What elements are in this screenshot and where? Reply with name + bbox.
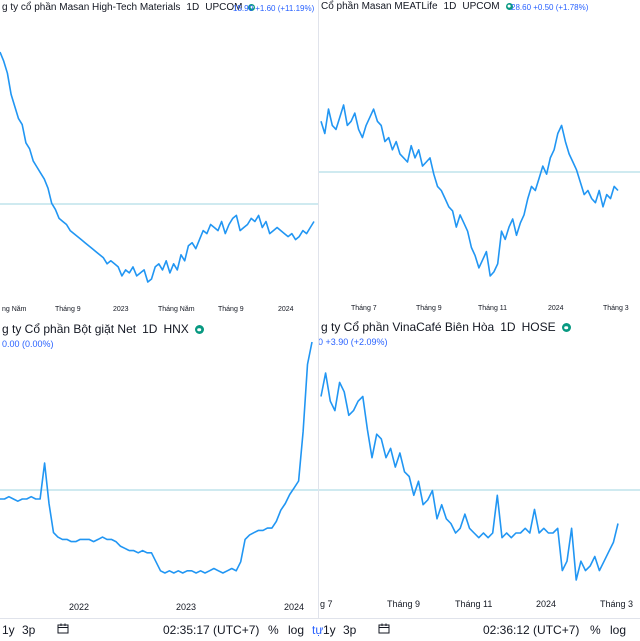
- chart-area[interactable]: [0, 0, 318, 318]
- exchange-label: HOSE: [521, 320, 556, 334]
- log-scale-button[interactable]: log: [288, 623, 305, 637]
- symbol-title: g ty cổ phần Masan High-Tech Materials 1D…: [2, 2, 261, 13]
- x-tick-label: 2024: [284, 602, 305, 612]
- market-status-icon: [505, 2, 513, 10]
- market-status-icon: [194, 325, 204, 335]
- log-scale-button[interactable]: log: [610, 623, 627, 637]
- chart-area[interactable]: [319, 0, 640, 318]
- chart-panel-bot-giat-net[interactable]: g ty Cổ phần Bột giặt Net 1D HNX 0.00 (0.0…: [0, 318, 318, 618]
- range-1y-button[interactable]: 1y: [323, 623, 336, 637]
- price-quote: 0.00 (0.00%): [2, 339, 54, 349]
- symbol-title: g ty Cổ phần VinaCafé Biên Hòa 1D HOSE: [321, 320, 577, 334]
- market-status-icon: [248, 3, 256, 11]
- interval-label: 1D: [443, 1, 457, 12]
- price-quote: 15.90 +1.60 (+11.19%): [233, 4, 315, 13]
- price-line: [0, 51, 315, 283]
- interval-label: 1D: [186, 2, 200, 13]
- price-quote: 28.60 +0.50 (+1.78%): [511, 3, 589, 12]
- symbol-name: g ty Cổ phần VinaCafé Biên Hòa: [321, 320, 495, 334]
- bottom-toolbar: 1y 3p 02:35:17 (UTC+7) % log tự 1y 3p 02…: [0, 618, 640, 641]
- exchange-label: UPCOM: [462, 1, 500, 12]
- exchange-label: UPCOM: [205, 2, 243, 13]
- symbol-title: Cổ phần Masan MEATLife 1D UPCOM: [321, 1, 519, 12]
- interval-label: 1D: [500, 320, 516, 334]
- x-tick-label: Tháng Năm: [158, 306, 195, 313]
- symbol-name: g ty Cổ phần Bột giặt Net: [2, 322, 137, 336]
- x-tick-label: 2024: [536, 599, 557, 609]
- chart-area[interactable]: [0, 318, 318, 618]
- range-3p-button[interactable]: 3p: [343, 623, 357, 637]
- x-tick-label: Tháng 3: [603, 305, 629, 312]
- market-status-icon: [561, 323, 571, 333]
- chart-area[interactable]: [319, 318, 640, 618]
- symbol-title: g ty Cổ phần Bột giặt Net 1D HNX: [2, 322, 210, 336]
- clock-readout[interactable]: 02:36:12 (UTC+7): [483, 623, 580, 637]
- auto-scale-button[interactable]: tự: [312, 623, 324, 637]
- x-tick-label: Tháng 9: [218, 306, 244, 313]
- x-tick-label: 2024: [548, 305, 564, 312]
- price-line: [0, 341, 313, 574]
- percent-scale-button[interactable]: %: [590, 623, 601, 637]
- x-tick-label: Tháng 9: [416, 305, 442, 312]
- x-tick-label: ng Năm: [2, 306, 27, 313]
- x-tick-label: 2023: [113, 306, 129, 313]
- panel-divider[interactable]: [318, 0, 319, 618]
- x-tick-label: 2022: [69, 602, 90, 612]
- price-line: [320, 104, 619, 277]
- chart-panel-vinacafe-bien-hoa[interactable]: g ty Cổ phần VinaCafé Biên Hòa 1D HOSE 0 +…: [319, 318, 640, 618]
- clock-readout[interactable]: 02:35:17 (UTC+7): [163, 623, 260, 637]
- x-tick-label: Tháng 9: [387, 599, 421, 609]
- x-tick-label: Tháng 3: [600, 599, 634, 609]
- range-3p-button[interactable]: 3p: [22, 623, 36, 637]
- x-tick-label: Tháng 11: [455, 599, 493, 609]
- chart-panel-masan-meatlife[interactable]: Cổ phần Masan MEATLife 1D UPCOM 28.60 +0.5…: [319, 0, 640, 318]
- calendar-icon[interactable]: [57, 623, 69, 634]
- symbol-name: g ty cổ phần Masan High-Tech Materials: [2, 2, 181, 13]
- x-tick-label: g 7: [320, 599, 333, 609]
- price-line: [320, 372, 619, 581]
- x-tick-label: Tháng 7: [351, 305, 377, 312]
- x-tick-label: 2024: [278, 306, 294, 313]
- chart-panel-masan-high-tech[interactable]: g ty cổ phần Masan High-Tech Materials 1D…: [0, 0, 318, 318]
- x-tick-label: Tháng 9: [55, 306, 81, 313]
- exchange-label: HNX: [163, 322, 189, 336]
- calendar-icon[interactable]: [378, 623, 390, 634]
- x-tick-label: 2023: [176, 602, 197, 612]
- price-quote: 0 +3.90 (+2.09%): [319, 337, 388, 347]
- x-tick-label: Tháng 11: [478, 305, 508, 312]
- percent-scale-button[interactable]: %: [268, 623, 279, 637]
- range-1y-button[interactable]: 1y: [2, 623, 15, 637]
- interval-label: 1D: [142, 322, 158, 336]
- symbol-name: Cổ phần Masan MEATLife: [321, 1, 438, 12]
